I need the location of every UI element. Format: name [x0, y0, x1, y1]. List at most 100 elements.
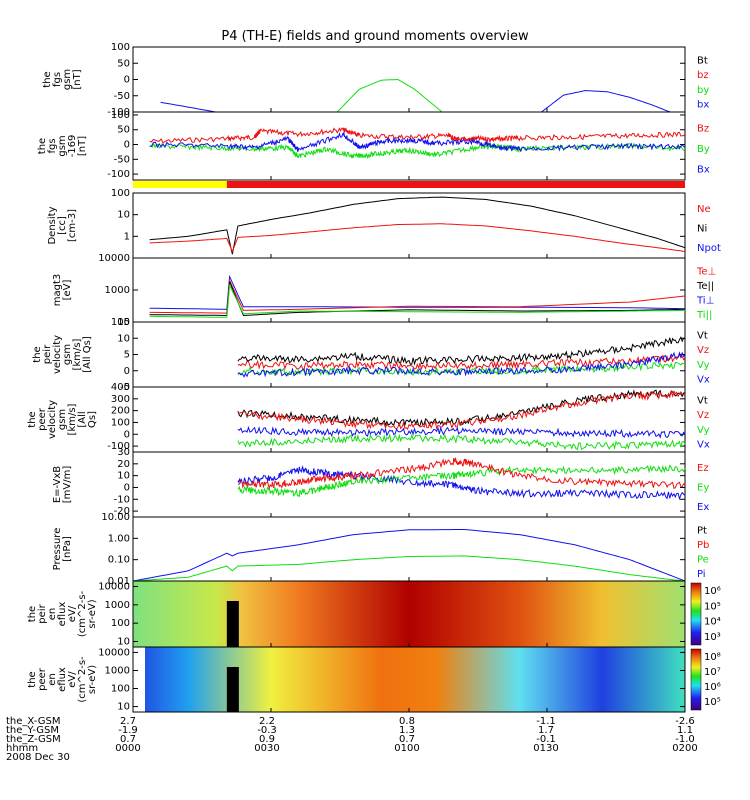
panel-p2: 100 50 0 -50 -100 the fgs gsm -169 [nT] Bz By Bx [37, 110, 710, 181]
footer-value: 2.2 [259, 716, 275, 727]
p4-frame [132, 257, 686, 323]
p8-legend-Pi: Pi [697, 569, 706, 580]
p7-ytick-label: -20 [114, 506, 130, 517]
p9-ylabel: the [27, 606, 38, 622]
p1-ytick-label: 50 [117, 58, 130, 69]
p7-series-Ex [237, 465, 686, 501]
p9-ytick-label: 100 [111, 618, 130, 629]
p1-series-bx [541, 89, 674, 113]
p5-ylabel: velocity [52, 335, 63, 374]
p7-series-Ez [237, 456, 686, 490]
footer-value: -1.1 [536, 716, 556, 727]
p10-ytick-label: 10 [117, 702, 130, 713]
p10-colorbar-label: 10⁷ [704, 667, 721, 678]
p9-colorbar-label: 10⁶ [704, 586, 721, 597]
p4-legend-Ti||: Ti|| [696, 310, 712, 321]
p10-ylabel: en [47, 673, 58, 686]
p9-ytick-label: 10000 [98, 582, 130, 593]
p6-series-Vx [237, 426, 686, 439]
chart-title: P4 (TH-E) fields and ground moments over… [221, 29, 529, 44]
p9-colorbar-label: 10⁴ [704, 617, 721, 628]
p10-ytick-label: 100 [111, 684, 130, 695]
footer-row-label: the_X-GSM [6, 716, 61, 727]
p5-legend-Vx: Vx [697, 375, 710, 386]
footer-value: 1.7 [538, 725, 554, 736]
p7-ytick-label: 30 [117, 447, 130, 458]
p9-ylabel: sr-eV) [87, 599, 98, 628]
p2-ylabel: -169 [67, 135, 78, 158]
p9-ylabel: eV/ [67, 605, 78, 622]
p8-series-Pe [132, 555, 686, 582]
p1-legend-by: by [697, 85, 709, 96]
p10-ylabel: the [27, 671, 38, 687]
p1-ytick-label: -100 [107, 107, 130, 118]
p1-frame [132, 46, 686, 113]
footer-date: 2008 Dec 30 [6, 752, 70, 763]
p3-ylabel: Density [47, 206, 58, 244]
p5-ylabel: the [32, 346, 43, 362]
p4-ylabel: magt3 [52, 274, 63, 307]
p1-ylabel: [nT] [72, 69, 83, 89]
p7-ytick-label: 0 [124, 482, 130, 493]
p6-ytick-label: -100 [107, 441, 130, 452]
p2-ylabel: [nT] [77, 136, 88, 156]
p3-legend-Ni: Ni [697, 224, 707, 235]
footer-value: 1.3 [399, 725, 415, 736]
p8-legend-Pe: Pe [697, 554, 709, 565]
p2-series-By [149, 142, 686, 160]
p6-ytick-label: 0 [124, 429, 130, 440]
p6-ytick-label: 300 [111, 394, 130, 405]
p1-legend-bz: bz [697, 70, 709, 81]
p9-ylabel: peir [37, 603, 48, 623]
footer-value: 0.9 [259, 734, 275, 745]
footer-value: 0.7 [120, 734, 136, 745]
p6-ytick-label: 400 [111, 382, 130, 393]
p6-legend-Vz: Vz [697, 410, 709, 421]
p5-ytick-label: 0 [124, 366, 130, 377]
panel-p9: 10⁶ 10⁵ 10⁴ 10³ 10000 1000 100 10 the peir en eflux… [27, 580, 721, 648]
footer-value: -0.3 [257, 725, 277, 736]
footer-value: 1.1 [677, 725, 693, 736]
p5-ytick-label: 10 [117, 333, 130, 344]
p6-ylabel: Qs] [87, 411, 98, 428]
p5-ylabel: [km/s] [72, 338, 83, 370]
p2-ytick-label: 0 [124, 140, 130, 151]
footer-row: hhmm 0000 0030 0100 0130 0200 [6, 744, 698, 754]
p10-ytick-label: 1000 [105, 665, 130, 676]
p9-ytick-label: 1000 [105, 600, 130, 611]
p3-ytick-label: 100 [111, 188, 130, 199]
footer-row: the_X-GSM 2.7 2.2 0.8 -1.1 -2.6 [6, 716, 695, 727]
p10-spectrogram [133, 647, 685, 712]
p7-ytick-label: 10 [117, 471, 130, 482]
p3-ytick-label: 1 [124, 231, 130, 242]
p5-series-Vt [237, 336, 685, 366]
p6-series-Vt [237, 389, 686, 428]
footer-row: the_Y-GSM -1.9 -0.3 1.3 1.7 1.1 [6, 726, 693, 736]
p4-ytick-label: 1000 [105, 285, 130, 296]
p3-ylabel: [cm-3] [67, 209, 78, 242]
p9-ylabel: eflux [57, 602, 68, 627]
p4-ylabel: [eV] [62, 280, 73, 301]
p3-frame [132, 192, 686, 259]
p10-colorbar [690, 648, 702, 711]
p5-series-Vx [237, 351, 686, 378]
p1-ytick-label: 100 [111, 42, 130, 53]
p8-frame [132, 516, 686, 582]
p6-legend-Vx: Vx [697, 440, 710, 451]
panel-p1: 100 50 0 -50 -100 the fgs gsm [nT] Bt bz by bx [42, 42, 709, 118]
p6-ylabel: velocity [47, 400, 58, 439]
p10-ytick-label: 10000 [98, 647, 130, 658]
p10-ylabel: peer [37, 667, 48, 691]
p9-colorbar [690, 582, 702, 646]
p3-ylabel: [cc] [57, 216, 68, 235]
p1-series-bx [160, 101, 244, 113]
p8-ytick-label: 10.00 [101, 512, 130, 523]
p6-series-Vy [237, 433, 686, 451]
p6-series-Vz [237, 389, 686, 430]
p9-data-gap [226, 601, 239, 647]
p5-ylabel: gsm [62, 344, 73, 365]
p8-ytick-label: 0.01 [108, 576, 130, 587]
p2-ylabel: gsm [57, 135, 68, 156]
